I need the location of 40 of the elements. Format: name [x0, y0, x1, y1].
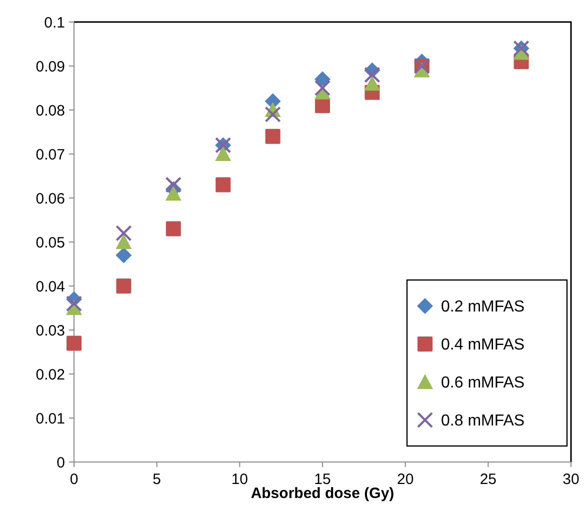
x-tick-label: 15	[314, 471, 331, 488]
point	[315, 98, 330, 114]
legend-label: 0.2 mMFAS	[441, 298, 525, 316]
legend-label: 0.6 mMFAS	[441, 374, 525, 392]
point	[116, 225, 132, 242]
point	[165, 176, 182, 193]
x-tick-label: 25	[480, 471, 497, 488]
y-tick-label: 0.09	[36, 58, 65, 76]
y-tick-label: 0.04	[36, 278, 65, 296]
legend-label: 0.4 mMFAS	[441, 336, 525, 354]
x-tick-label: 30	[562, 471, 580, 488]
y-tick-label: 0.05	[36, 234, 65, 252]
point	[66, 336, 82, 351]
x-tick-label: 0	[70, 471, 78, 488]
y-tick-label: 0.02	[36, 366, 65, 384]
point	[166, 221, 181, 236]
point	[265, 128, 280, 144]
point	[66, 296, 82, 312]
point	[364, 66, 380, 83]
point	[314, 80, 331, 96]
point	[215, 146, 232, 161]
y-tick-label: 0	[56, 454, 65, 472]
point	[364, 76, 380, 91]
x-tick-label: 5	[152, 471, 162, 488]
y-tick-label: 0.07	[36, 146, 65, 164]
y-tick-label: 0.08	[36, 102, 65, 120]
point	[165, 186, 182, 201]
y-tick-label: 0.06	[36, 190, 65, 208]
x-tick-label: 10	[231, 471, 248, 488]
point	[216, 177, 231, 192]
x-axis-title: Absorbed dose (Gy)	[250, 485, 394, 502]
y-tick-label: 0.03	[36, 322, 65, 340]
point	[116, 278, 132, 294]
y-tick-label: 0.1	[44, 14, 65, 32]
y-tick-label: 0.01	[36, 410, 65, 428]
x-tick-label: 20	[396, 471, 414, 488]
point	[116, 247, 132, 264]
point	[116, 234, 132, 249]
point	[264, 106, 281, 122]
legend-label: 0.8 mMFAS	[441, 412, 525, 430]
